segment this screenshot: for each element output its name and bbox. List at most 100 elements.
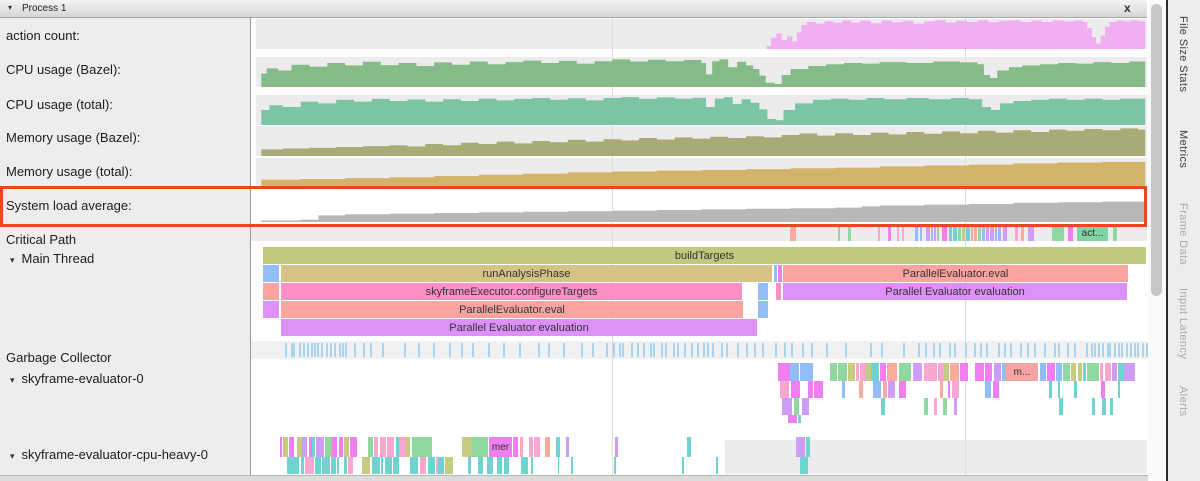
gc-tick[interactable] <box>1097 343 1100 357</box>
track-toggle-main-thread[interactable]: ▾ Main Thread <box>10 251 95 266</box>
trace-event-block[interactable] <box>545 437 550 457</box>
trace-event-block[interactable] <box>1077 363 1082 381</box>
gc-tick[interactable] <box>980 343 983 357</box>
gc-tick[interactable] <box>964 343 967 357</box>
trace-event-block[interactable] <box>1105 363 1111 381</box>
trace-event-block[interactable] <box>962 226 965 241</box>
gc-tick[interactable] <box>1020 343 1023 357</box>
trace-event-block[interactable] <box>504 457 510 474</box>
flame-bar[interactable]: runAnalysisPhase <box>281 265 772 282</box>
trace-event-block[interactable] <box>790 226 796 241</box>
gc-tick[interactable] <box>1102 343 1105 357</box>
trace-event-block[interactable] <box>880 363 886 381</box>
gc-tick[interactable] <box>291 343 293 357</box>
trace-event-block[interactable] <box>570 457 574 474</box>
gc-tick[interactable] <box>925 343 928 357</box>
trace-event-block[interactable] <box>837 363 848 381</box>
trace-event-block[interactable] <box>947 381 950 398</box>
trace-event-block[interactable] <box>990 226 994 241</box>
trace-event-block[interactable] <box>530 457 533 474</box>
trace-event-block[interactable] <box>944 363 949 381</box>
gc-tick[interactable] <box>933 343 936 357</box>
trace-event-block[interactable] <box>615 437 618 457</box>
trace-event-block[interactable] <box>782 398 792 415</box>
trace-event-block[interactable] <box>923 363 937 381</box>
trace-event-block[interactable] <box>807 381 814 398</box>
trace-event-block[interactable] <box>296 437 302 457</box>
gc-tick[interactable] <box>630 343 633 357</box>
trace-event-block[interactable] <box>1055 363 1063 381</box>
gc-tick[interactable] <box>1121 343 1124 357</box>
gc-tick[interactable] <box>643 343 646 357</box>
trace-event-block[interactable] <box>613 457 617 474</box>
gc-tick[interactable] <box>997 343 1000 357</box>
trace-event-block[interactable] <box>934 226 936 241</box>
trace-event-block[interactable] <box>1049 381 1052 398</box>
tab-metrics[interactable]: Metrics <box>1177 130 1189 169</box>
gc-tick[interactable] <box>618 343 621 357</box>
trace-event-block[interactable] <box>888 381 896 398</box>
trace-event-block[interactable] <box>302 437 308 457</box>
trace-event-block[interactable] <box>871 363 879 381</box>
trace-event-block[interactable] <box>1083 363 1087 381</box>
collapse-triangle-icon[interactable]: ▾ <box>8 3 13 12</box>
flame-bar[interactable] <box>778 265 782 282</box>
trace-event-block[interactable] <box>462 437 472 457</box>
trace-event-block[interactable] <box>1118 363 1124 381</box>
trace-event-block[interactable] <box>984 363 993 381</box>
gc-tick[interactable] <box>902 343 905 357</box>
trace-event-block[interactable] <box>792 415 798 423</box>
gc-tick[interactable] <box>1033 343 1036 357</box>
gc-tick[interactable] <box>706 343 709 357</box>
gc-tick[interactable] <box>736 343 739 357</box>
trace-event-block[interactable] <box>565 437 570 457</box>
flame-bar[interactable]: ParallelEvaluator.eval <box>783 265 1128 282</box>
trace-event-block[interactable] <box>399 437 406 457</box>
trace-event-block[interactable] <box>1001 363 1006 381</box>
trace-event-block[interactable] <box>1086 363 1094 381</box>
gc-tick[interactable] <box>712 343 715 357</box>
tab-frame-data[interactable]: Frame Data <box>1177 203 1189 266</box>
trace-event-block[interactable] <box>715 457 719 474</box>
trace-event-block[interactable] <box>534 437 541 457</box>
trace-event-block[interactable] <box>1058 398 1064 415</box>
flame-bar[interactable] <box>758 283 768 300</box>
evaluator0-track[interactable]: m... <box>251 363 1147 425</box>
gc-tick[interactable] <box>881 343 884 357</box>
trace-event-block[interactable] <box>830 363 838 381</box>
trace-event-block[interactable] <box>1046 363 1056 381</box>
flame-bar[interactable]: skyframeExecutor.configureTargets <box>281 283 742 300</box>
gc-tick[interactable] <box>1004 343 1007 357</box>
trace-event-block[interactable] <box>1057 381 1061 398</box>
horizontal-scrollbar[interactable] <box>0 475 1148 481</box>
gc-tick[interactable] <box>285 343 288 357</box>
tab-alerts[interactable]: Alerts <box>1177 386 1189 417</box>
trace-event-block[interactable] <box>993 363 1001 381</box>
gc-tick[interactable] <box>673 343 676 357</box>
trace-event-block[interactable] <box>1062 363 1070 381</box>
trace-event-block[interactable] <box>1068 226 1073 241</box>
trace-event-block[interactable] <box>933 398 937 415</box>
gc-tick[interactable] <box>1093 343 1096 357</box>
trace-event-block[interactable] <box>902 226 904 241</box>
trace-event-block[interactable] <box>528 437 533 457</box>
trace-event-block[interactable] <box>803 363 813 381</box>
flame-bar[interactable] <box>263 265 279 282</box>
gc-tick[interactable] <box>1113 343 1116 357</box>
gc-tick[interactable] <box>660 343 663 357</box>
gc-tick[interactable] <box>784 343 787 357</box>
trace-event-block[interactable] <box>1091 398 1095 415</box>
trace-event-block[interactable] <box>435 457 438 474</box>
gc-tick[interactable] <box>697 343 700 357</box>
trace-event-block[interactable] <box>855 363 860 381</box>
labeled-event-block[interactable]: m... <box>1006 363 1038 381</box>
gc-tick[interactable] <box>1109 343 1112 357</box>
trace-event-block[interactable] <box>322 457 331 474</box>
flame-bar[interactable] <box>774 265 777 282</box>
gc-tick[interactable] <box>302 343 305 357</box>
trace-event-block[interactable] <box>937 226 939 241</box>
trace-event-block[interactable] <box>995 226 997 241</box>
trace-event-block[interactable] <box>379 437 387 457</box>
gc-tick[interactable] <box>321 343 324 357</box>
scrollbar-thumb[interactable] <box>1151 4 1162 296</box>
